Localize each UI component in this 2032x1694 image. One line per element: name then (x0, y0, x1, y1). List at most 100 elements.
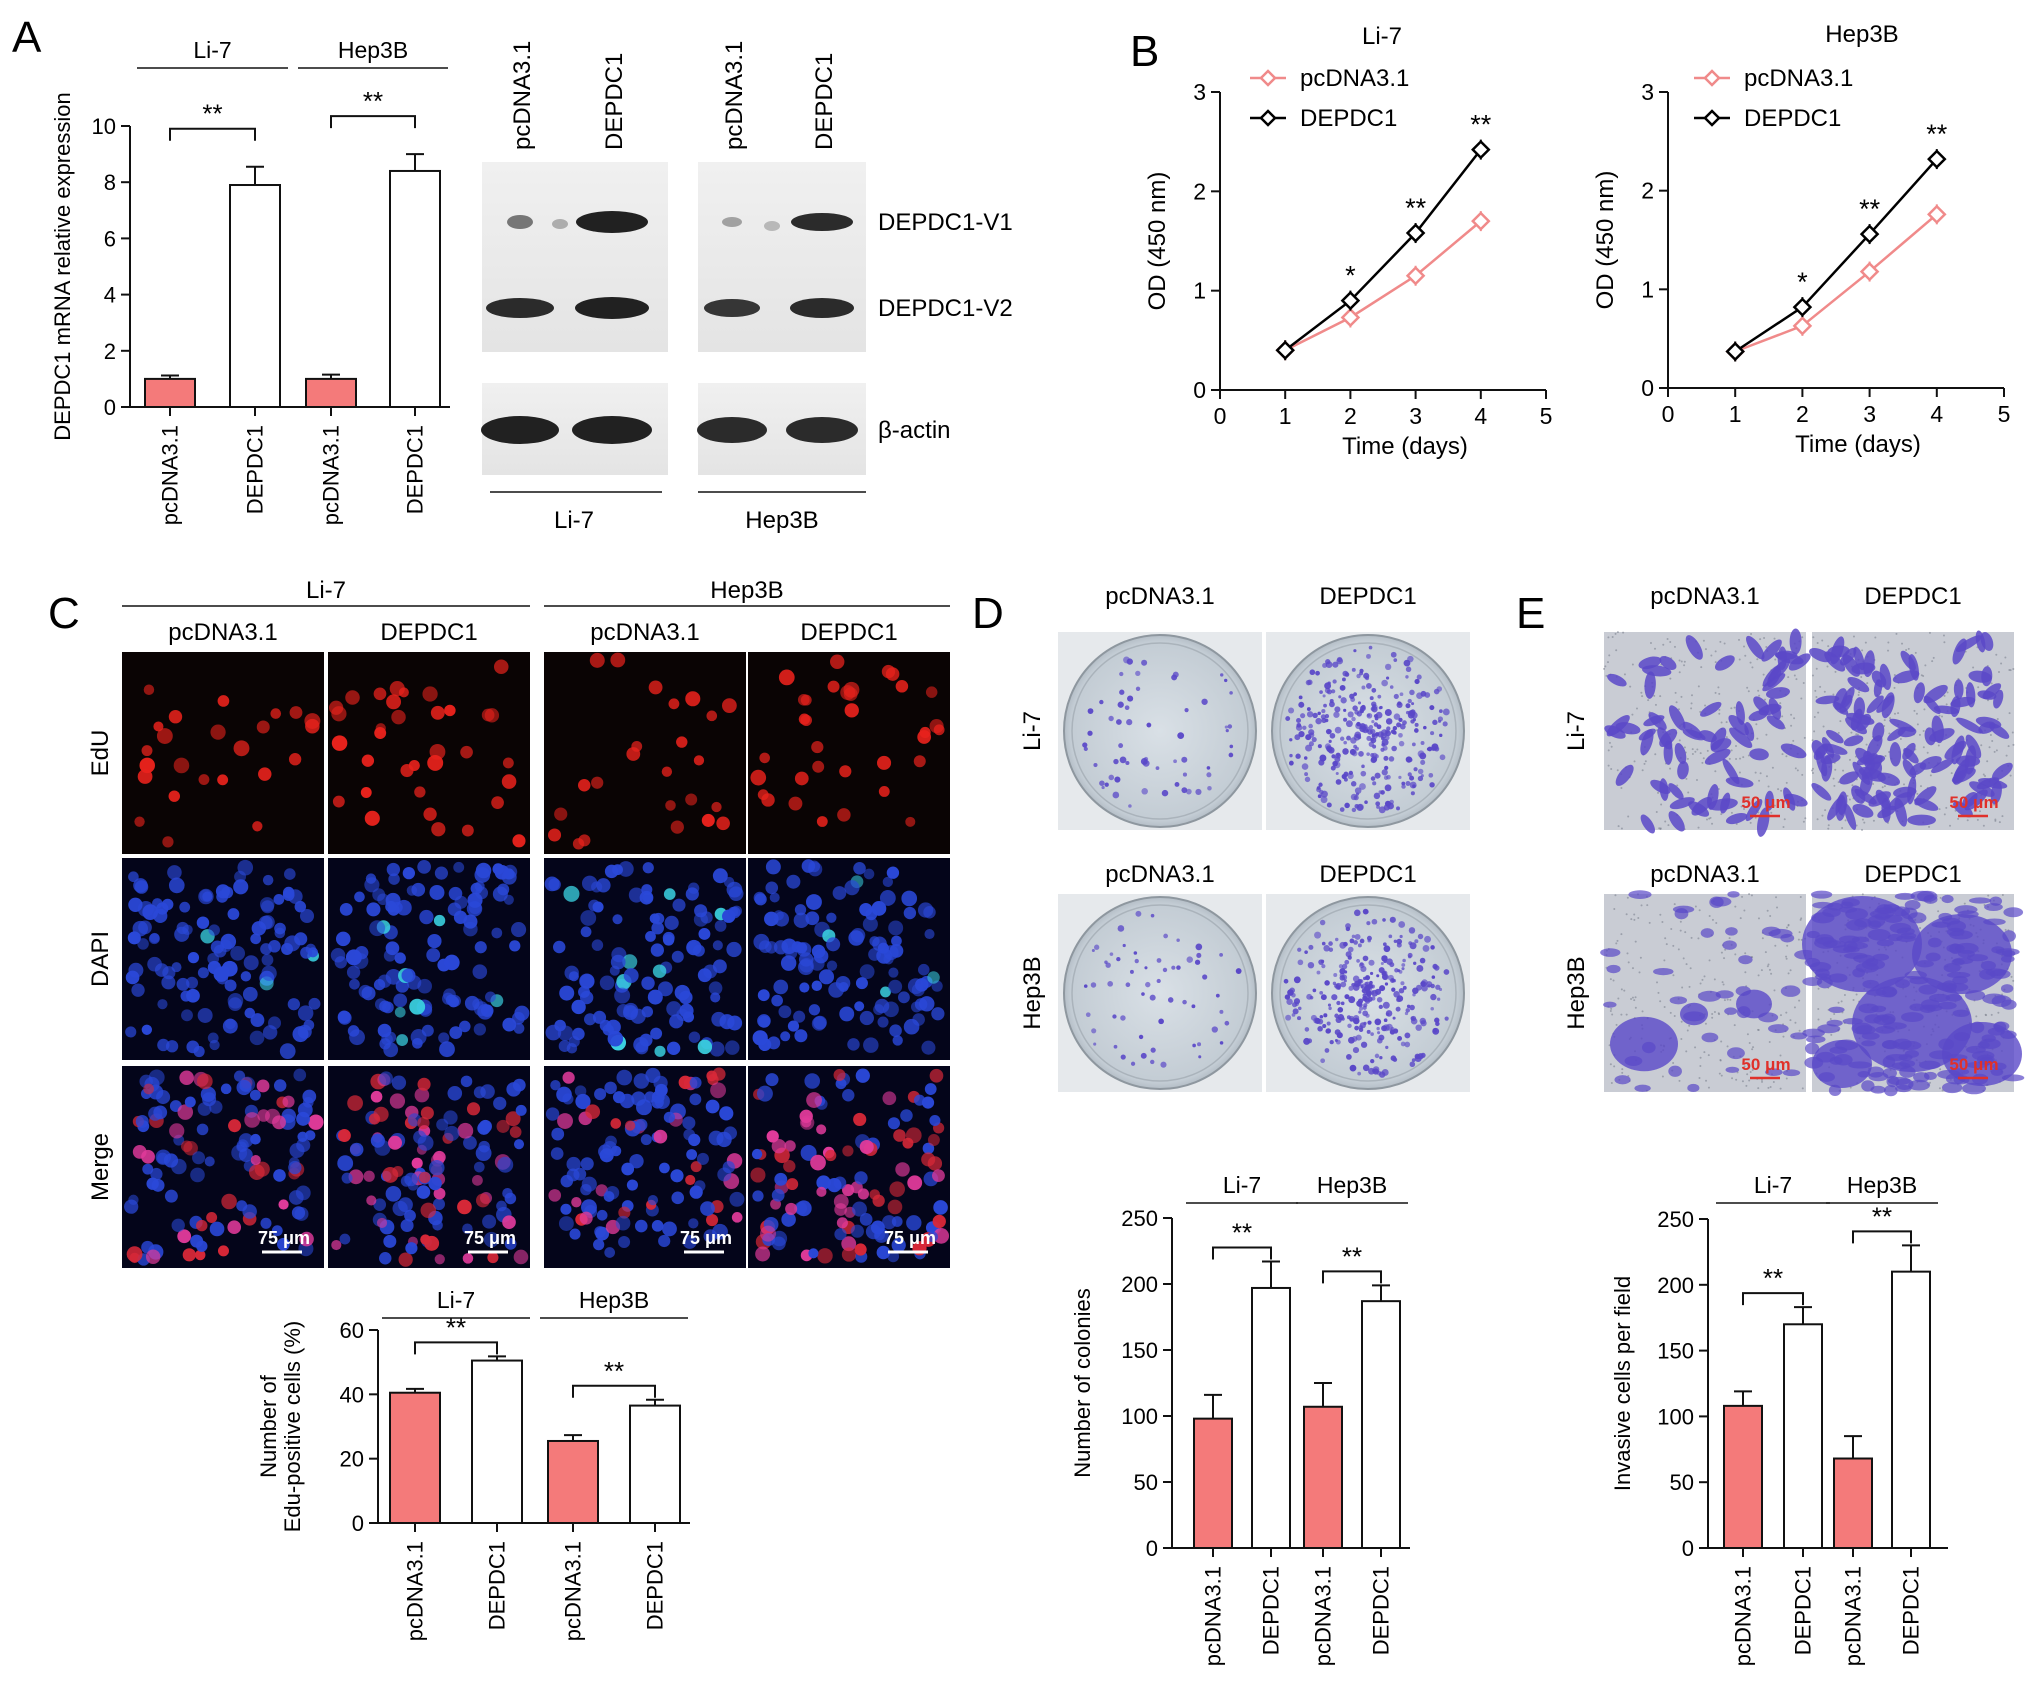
y-tick-label: 10 (92, 114, 116, 139)
blot-band (552, 219, 568, 229)
y-tick-label: 3 (1193, 79, 1206, 105)
image-column-label: DEPDC1 (800, 619, 897, 646)
significance-mark: ** (1763, 1263, 1783, 1293)
blot-band (575, 297, 649, 319)
x-tick-label: 4 (1930, 401, 1943, 427)
dish-column-label: DEPDC1 (1319, 861, 1416, 888)
transwell-image-1-1: 50 μm (1802, 890, 2025, 1097)
bar-depdc1-3 (389, 169, 441, 408)
x-tick-label: 3 (1409, 403, 1422, 429)
blot-band (576, 211, 648, 233)
blot-bands (481, 211, 858, 444)
group-label: Hep3B (579, 1287, 649, 1313)
chart-c-edu-positive: 0 20 40 60 Number of Edu-positive cells (%) pc… (256, 1287, 690, 1641)
y-tick-label: 2 (104, 339, 116, 364)
y-tick-label: 6 (104, 226, 116, 251)
y-tick-label: 20 (340, 1447, 364, 1472)
x-tick-label: DEPDC1 (243, 425, 268, 514)
blot-lane-label: DEPDC1 (811, 53, 838, 150)
blot-band (507, 215, 533, 229)
transwell-row-label: Hep3B (1563, 956, 1590, 1029)
western-blot: pcDNA3.1 DEPDC1 pcDNA3.1 DEPDC1 DEPDC1-V1 DEP… (481, 41, 1013, 534)
blot-band (704, 299, 760, 317)
scale-bar-label: 75 μm (464, 1228, 516, 1248)
blot-band (481, 416, 559, 444)
transwell-column-label: pcDNA3.1 (1650, 583, 1759, 610)
legend-marker (1703, 109, 1721, 127)
image-row-label: DAPI (87, 931, 114, 987)
significance-bracket (572, 1384, 656, 1398)
fluor-image-0-0 (122, 652, 324, 854)
significance-mark: ** (1405, 193, 1427, 223)
y-axis-label: DEPDC1 mRNA relative expression (50, 92, 75, 440)
image-column-label: pcDNA3.1 (168, 619, 277, 646)
colony-dishes: pcDNA3.1 pcDNA3.1 DEPDC1 DEPDC1 Li-7 Hep3B (1019, 583, 1470, 1092)
y-axis-label: OD (450 nm) (1592, 171, 1619, 310)
significance-bracket (1742, 1292, 1804, 1306)
y-axis-label: Number of colonies (1070, 1288, 1095, 1478)
blot-band (722, 217, 742, 227)
group-label: Hep3B (1847, 1172, 1917, 1198)
x-tick-label: DEPDC1 (1899, 1566, 1924, 1655)
x-tick-label: DEPDC1 (1369, 1566, 1394, 1655)
dish-row-label: Hep3B (1019, 956, 1046, 1029)
significance-bracket (1322, 1270, 1382, 1284)
transwell-column-label: pcDNA3.1 (1650, 861, 1759, 888)
y-tick-label: 0 (1682, 1536, 1694, 1561)
series-line-1 (1284, 148, 1482, 352)
series-point (1859, 261, 1880, 282)
chart-title: Li-7 (1362, 23, 1402, 50)
y-tick-label: 0 (352, 1511, 364, 1536)
series-point (1792, 316, 1813, 336)
x-tick-label: 3 (1863, 401, 1876, 427)
y-tick-label: 250 (1657, 1207, 1694, 1232)
x-tick-label: 5 (1998, 401, 2011, 427)
significance-bracket (330, 115, 416, 129)
chart-d-colony-count: 0 50 100 150 200 250 Number of colonies pcDNA3.… (1070, 1172, 1410, 1666)
dish-column-label: DEPDC1 (1319, 583, 1416, 610)
blot-band-label: DEPDC1-V1 (878, 209, 1013, 236)
y-tick-label: 0 (1193, 377, 1206, 403)
y-tick-label: 60 (340, 1318, 364, 1343)
significance-bracket (1212, 1246, 1272, 1260)
fluor-image-0-1 (328, 652, 530, 854)
x-tick-label: pcDNA3.1 (158, 425, 183, 525)
y-tick-label: 250 (1121, 1206, 1158, 1231)
x-tick-label: DEPDC1 (643, 1541, 668, 1630)
x-tick-label: 1 (1729, 401, 1742, 427)
fluor-image-1-3 (748, 858, 950, 1060)
x-tick-label: pcDNA3.1 (561, 1541, 586, 1641)
significance-mark: ** (1926, 119, 1948, 149)
chart-b-hep3b-growth: 0 1 2 3 0 1 2 3 4 5 Time (days) OD (450 nm) Hep3B pcD… (1592, 21, 2010, 458)
bar-depdc1-3 (1891, 1270, 1931, 1549)
x-tick-label: 2 (1344, 403, 1357, 429)
blot-band-label: DEPDC1-V2 (878, 295, 1013, 322)
series-line-0 (1734, 213, 1938, 353)
y-tick-label: 1 (1193, 278, 1206, 304)
transwell-image-0-0: 50 μm (1603, 628, 1811, 837)
image-group-label: Hep3B (710, 577, 783, 604)
bar-pcdna31-2 (1833, 1457, 1873, 1549)
fluor-image-2-2: 75 μm (544, 1066, 746, 1268)
y-axis-label: Invasive cells per field (1610, 1276, 1635, 1491)
group-label: Li-7 (1754, 1172, 1792, 1198)
series-point (1405, 223, 1426, 243)
x-tick-label: pcDNA3.1 (1841, 1566, 1866, 1666)
x-tick-label: pcDNA3.1 (403, 1541, 428, 1641)
legend-entry: pcDNA3.1 (1744, 65, 1853, 92)
group-label: Hep3B (1317, 1172, 1387, 1198)
blot-band (572, 416, 652, 444)
significance-mark: * (1797, 267, 1808, 297)
chart-b-li7-growth: 0 1 2 3 0 1 2 3 4 5 Time (days) OD (450 nm) Li-7 pcDN… (1144, 23, 1552, 460)
fluor-image-1-0 (122, 858, 324, 1060)
significance-mark: ** (363, 86, 383, 116)
transwell-column-label: DEPDC1 (1864, 861, 1961, 888)
y-tick-label: 150 (1657, 1339, 1694, 1364)
x-tick-label: pcDNA3.1 (1311, 1566, 1336, 1666)
x-axis-label: Time (days) (1342, 433, 1468, 460)
significance-mark: ** (1232, 1218, 1252, 1248)
bar-depdc1-1 (229, 184, 281, 408)
x-tick-label: pcDNA3.1 (1201, 1566, 1226, 1666)
blot-band (697, 417, 767, 443)
series-point (1725, 341, 1745, 362)
